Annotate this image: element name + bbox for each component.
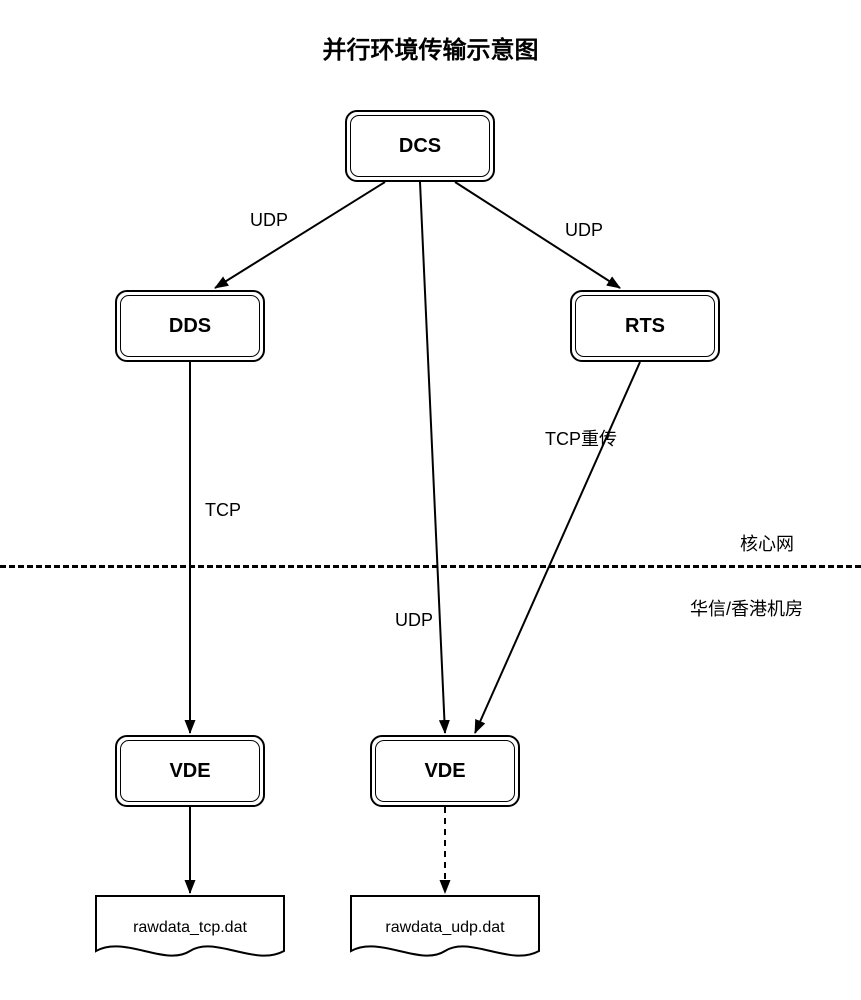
divider-upper-label: 核心网: [740, 530, 794, 556]
node-dcs-label: DCS: [399, 135, 441, 158]
node-dcs: DCS: [345, 110, 495, 182]
node-rts: RTS: [570, 290, 720, 362]
edge-label-tcp-vde1: TCP: [205, 500, 241, 521]
edge-label-tcp-retrans: TCP重传: [545, 425, 617, 451]
divider-lower-label: 华信/香港机房: [690, 595, 803, 621]
edge-label-udp-dds: UDP: [250, 210, 288, 231]
node-rts-label: RTS: [625, 315, 665, 338]
node-vde1-label: VDE: [169, 760, 210, 783]
network-divider: [0, 565, 861, 568]
edge-label-udp-rts: UDP: [565, 220, 603, 241]
doc-rawdata-udp: rawdata_udp.dat: [350, 895, 540, 967]
doc-rawdata-tcp: rawdata_tcp.dat: [95, 895, 285, 967]
diagram-title: 并行环境传输示意图: [0, 30, 861, 65]
edge-label-udp-vde2: UDP: [395, 610, 433, 631]
edge-dcs-vde2: [420, 182, 445, 733]
node-vde1: VDE: [115, 735, 265, 807]
edge-rts-vde2: [475, 362, 640, 733]
doc-rawdata-tcp-label: rawdata_tcp.dat: [95, 919, 285, 937]
node-vde2: VDE: [370, 735, 520, 807]
edge-dcs-dds: [215, 182, 385, 288]
node-dds-label: DDS: [169, 315, 211, 338]
doc-rawdata-udp-label: rawdata_udp.dat: [350, 919, 540, 937]
node-dds: DDS: [115, 290, 265, 362]
node-vde2-label: VDE: [424, 760, 465, 783]
